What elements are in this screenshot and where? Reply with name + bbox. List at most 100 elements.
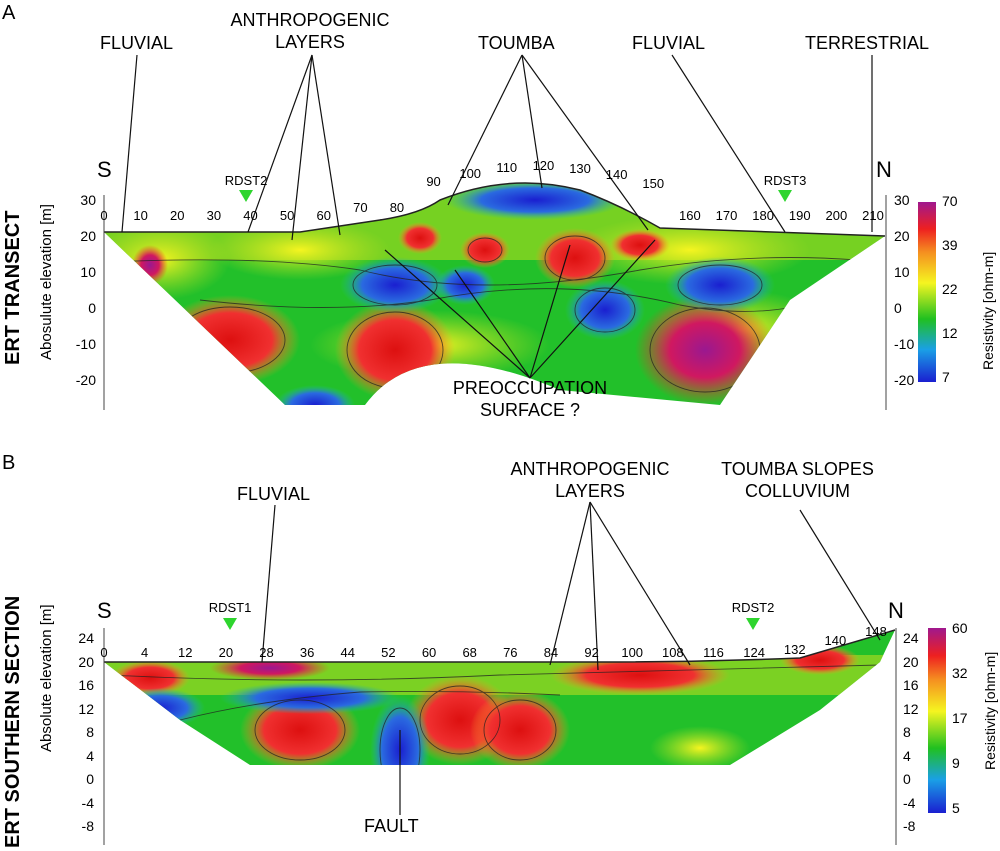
elevation-tick-label: 30: [80, 192, 96, 208]
distance-tick-label: 30: [206, 208, 222, 223]
colorbar-tick-label: 39: [942, 237, 958, 253]
elevation-tick-label: -20: [894, 372, 915, 388]
distance-tick-label: 90: [426, 174, 441, 190]
elevation-tick-label: 0: [894, 300, 902, 316]
label-preoccupation-surface: PREOCCUPATION SURFACE ?: [440, 377, 620, 421]
rdst-marker-icon: [239, 190, 253, 202]
elevation-tick-label: 20: [894, 228, 910, 244]
distance-tick-label: 108: [661, 645, 684, 660]
south-marker: S: [97, 598, 112, 623]
distance-tick-label: 200: [825, 208, 848, 223]
rdst-marker-icon: [778, 190, 792, 202]
distance-tick-label: 4: [141, 645, 149, 660]
distance-tick-label: 76: [503, 645, 518, 660]
label-fluvial: FLUVIAL: [237, 484, 311, 504]
label-line-1: ANTHROPOGENIC: [230, 10, 390, 30]
panel-letter: B: [2, 452, 16, 474]
distance-tick-label: 10: [133, 208, 148, 223]
rdst-label: RDST1: [208, 600, 252, 615]
distance-tick-label: 70: [353, 200, 368, 215]
elevation-tick-label: 8: [903, 724, 911, 740]
label-toumba-slopes: TOUMBA SLOPES COLLUVIUM: [705, 458, 890, 502]
label-line-2: COLLUVIUM: [744, 481, 851, 501]
elevation-tick-label: -4: [903, 794, 916, 811]
panel-a: A ERT TRANSECT Abosulute elevation [m]: [2, 2, 996, 421]
distance-tick-label: 150: [642, 176, 665, 192]
elevation-tick-label: -8: [81, 818, 94, 834]
distance-tick-label: 160: [679, 208, 701, 223]
colorbar-tick-label: 17: [952, 710, 968, 726]
colorbar-tick-label: 9: [952, 755, 960, 771]
label-line-1: TOUMBA SLOPES: [721, 459, 874, 479]
colorbar-title: Resistivity [ohm-m]: [980, 251, 996, 370]
distance-tick-label: 170: [715, 208, 738, 223]
label-line-2: LAYERS: [275, 32, 345, 52]
distance-tick-label: 148: [865, 623, 887, 639]
distance-tick-label: 52: [381, 645, 396, 660]
distance-tick-label: 68: [462, 645, 477, 660]
label-line-1: ANTHROPOGENIC: [510, 459, 670, 479]
elevation-tick-label: 0: [86, 771, 94, 787]
distance-tick-label: 116: [703, 645, 724, 660]
elevation-tick-label: 4: [86, 747, 94, 764]
elevation-tick-label: 8: [86, 724, 94, 740]
south-marker: S: [97, 157, 112, 182]
elevation-tick-label: 20: [80, 228, 96, 244]
label-toumba: TOUMBA: [478, 33, 555, 53]
elevation-tick-label: 16: [78, 677, 94, 693]
rdst-marker-icon: [746, 618, 760, 630]
elevation-tick-label: 24: [78, 630, 94, 646]
colorbar: [928, 628, 946, 813]
rdst-label: RDST2: [731, 600, 775, 615]
distance-tick-label: 100: [621, 645, 644, 660]
elevation-tick-label: -20: [75, 372, 96, 388]
distance-tick-label: 28: [259, 645, 274, 660]
rdst-marker-icon: [223, 618, 237, 630]
colorbar-tick-label: 5: [952, 800, 960, 816]
distance-tick-label: 80: [389, 200, 405, 215]
distance-tick-label: 110: [496, 159, 518, 175]
colorbar-tick-label: 22: [942, 281, 958, 297]
distance-tick-label: 36: [299, 645, 315, 660]
colorbar-tick-label: 7: [942, 369, 950, 385]
label-anthropogenic-layers: ANTHROPOGENIC LAYERS: [505, 458, 675, 502]
panel-letter: A: [2, 2, 16, 24]
resistivity-section: [103, 54, 887, 410]
elevation-tick-label: 30: [894, 192, 910, 208]
elevation-tick-label: -10: [894, 336, 915, 352]
colorbar-tick-label: 32: [952, 665, 968, 681]
elevation-tick-label: -8: [903, 818, 916, 834]
elevation-tick-label: -10: [75, 336, 96, 352]
distance-tick-label: 84: [543, 645, 559, 660]
colorbar-title: Resistivity [ohm-m]: [982, 651, 998, 770]
rdst-label: RDST3: [763, 173, 807, 188]
distance-tick-label: 0: [100, 208, 108, 223]
panel-b: B ERT SOUTHERN SECTION Absolute elevatio…: [0, 430, 1000, 851]
colorbar-tick-label: 60: [952, 620, 968, 636]
elevation-tick-label: 12: [903, 700, 919, 717]
distance-tick-label: 124: [743, 645, 765, 660]
label-line-2: LAYERS: [555, 481, 625, 501]
elevation-tick-label: 0: [88, 300, 96, 316]
north-marker: N: [888, 598, 904, 623]
elevation-tick-label: 20: [903, 653, 919, 670]
elevation-tick-label: 20: [78, 653, 94, 670]
distance-tick-label: 60: [316, 208, 331, 223]
rdst-label: RDST2: [224, 173, 268, 188]
distance-tick-label: 140: [824, 632, 847, 648]
label-fluvial-left: FLUVIAL: [100, 33, 174, 53]
elevation-tick-label: 10: [80, 264, 96, 280]
distance-tick-label: 12: [178, 645, 193, 660]
distance-tick-label: 100: [459, 165, 482, 181]
distance-tick-label: 190: [788, 208, 811, 223]
elevation-tick-label: 12: [78, 700, 94, 717]
elevation-tick-label: 0: [903, 771, 911, 787]
resistivity-section: [103, 501, 897, 845]
elevation-tick-label: 10: [894, 264, 910, 280]
elevation-tick-label: 16: [903, 677, 919, 693]
elevation-tick-label: -4: [81, 794, 94, 811]
distance-tick-label: 40: [243, 208, 258, 223]
distance-tick-label: 92: [584, 645, 599, 660]
distance-tick-label: 210: [862, 208, 884, 223]
label-fault: FAULT: [364, 816, 419, 836]
